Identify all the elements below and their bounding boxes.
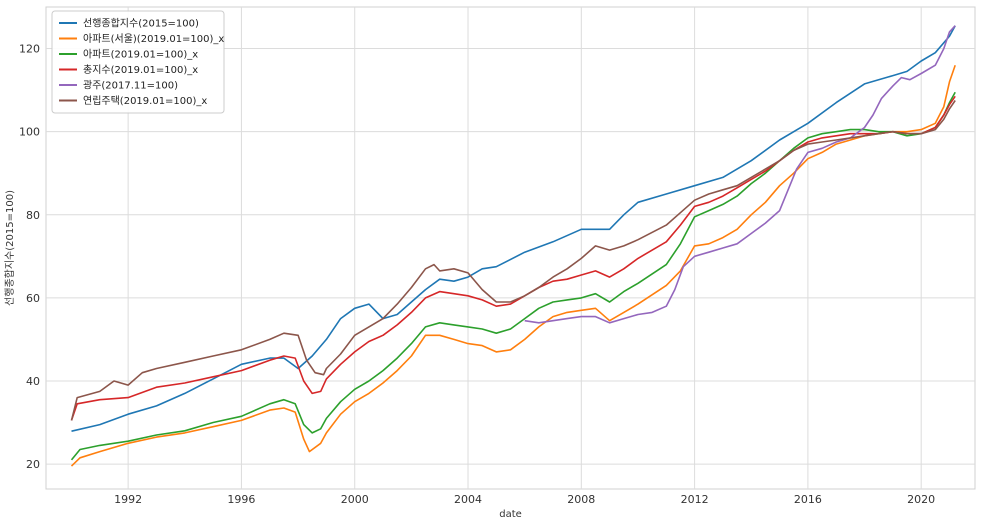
series-line-3 (70, 95, 956, 421)
legend-item-label: 총지수(2019.01=100)_x (83, 64, 198, 76)
y-tick-label: 120 (19, 43, 40, 56)
x-tick-label: 2012 (681, 493, 709, 506)
series-line-2 (70, 91, 956, 461)
tick-labels: 1992 1996 2000 2004 2008 2012 2016 202020406080… (19, 43, 935, 506)
legend-item-label: 아파트(서울)(2019.01=100)_x (83, 33, 224, 45)
y-tick-label: 60 (26, 292, 40, 305)
x-axis-label: date (499, 509, 522, 520)
y-tick-label: 100 (19, 126, 40, 139)
y-tick-label: 40 (26, 375, 40, 388)
x-tick-label: 2020 (907, 493, 935, 506)
series-lines (70, 25, 956, 467)
y-tick-label: 20 (26, 458, 40, 471)
legend-item-label: 연립주택(2019.01=100)_x (83, 94, 207, 107)
y-tick-label: 80 (26, 209, 40, 222)
legend-item-label: 아파트(2019.01=100)_x (83, 49, 198, 61)
x-tick-label: 1996 (227, 493, 255, 506)
x-tick-label: 2004 (454, 493, 482, 506)
legend: 선행종합지수(2015=100) 아파트(서울)(2019.01=100)_x 아파… (51, 10, 225, 114)
series-line-5 (70, 100, 956, 421)
legend-box (51, 10, 225, 114)
x-tick-label: 2016 (794, 493, 822, 506)
y-axis-label: 선행종합지수(2015=100) (4, 190, 16, 306)
legend-item-label: 선행종합지수(2015=100) (83, 18, 199, 30)
x-tick-label: 2008 (567, 493, 595, 506)
series-line-4 (524, 25, 956, 324)
legend-item-label: 광주(2017.11=100) (83, 80, 178, 92)
x-tick-label: 1992 (114, 493, 142, 506)
x-tick-label: 2000 (341, 493, 369, 506)
